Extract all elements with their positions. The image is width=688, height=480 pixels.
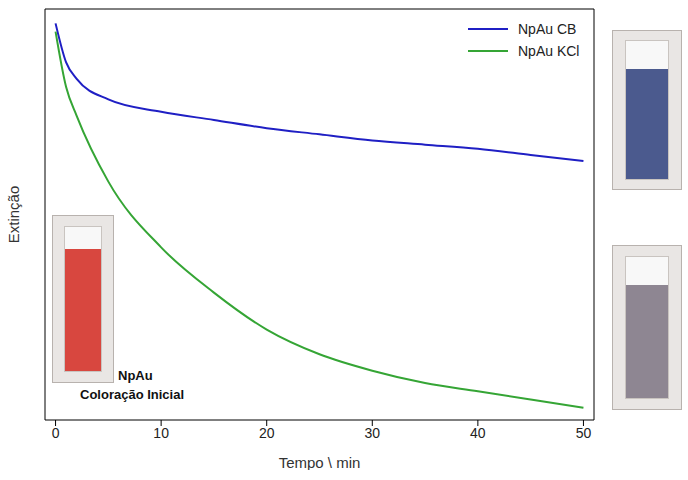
svg-text:10: 10 xyxy=(153,425,169,441)
svg-text:0: 0 xyxy=(52,425,60,441)
html-text:Coloração Inicial: Coloração Inicial xyxy=(80,387,184,402)
html-text:NpAu: NpAu xyxy=(118,368,153,383)
svg-text:50: 50 xyxy=(576,425,592,441)
svg-text:Extinção: Extinção xyxy=(5,186,22,244)
svg-text:40: 40 xyxy=(470,425,486,441)
svg-text:Tempo \ min: Tempo \ min xyxy=(279,454,361,470)
html-text:NpAu KCl: NpAu KCl xyxy=(518,43,580,59)
svg-text:30: 30 xyxy=(364,425,380,441)
html-text:NpAu CB: NpAu CB xyxy=(518,21,577,37)
svg-text:20: 20 xyxy=(259,425,275,441)
